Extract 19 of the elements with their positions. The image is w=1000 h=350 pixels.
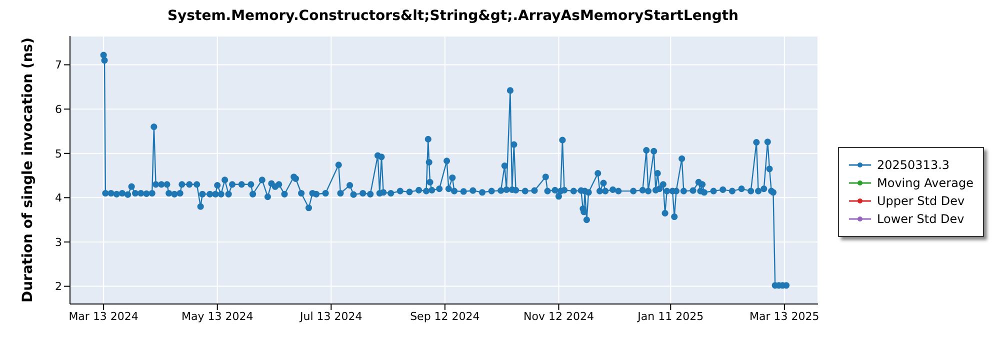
- chart-title: System.Memory.Constructors&lt;String&gt;.ArrayAsMemoryStartLength: [166, 8, 740, 26]
- legend-label: Moving Average: [877, 176, 974, 190]
- x-tick-label: Jan 11 2025: [636, 310, 704, 323]
- y-tick-label: 6: [55, 102, 62, 116]
- y-axis-title: Duration of single invocation (ns): [20, 37, 36, 303]
- legend-label: Lower Std Dev: [877, 212, 964, 226]
- x-tick-label: Sep 12 2024: [410, 310, 480, 323]
- y-tick-label: 7: [55, 58, 62, 72]
- x-tick-label: Mar 13 2024: [68, 310, 138, 323]
- x-tick-label: Nov 12 2024: [523, 310, 594, 323]
- y-tick-label: 2: [55, 280, 62, 294]
- x-tick-label: Mar 13 2025: [750, 310, 820, 323]
- x-tick-label: May 13 2024: [181, 310, 254, 323]
- legend-label: Upper Std Dev: [877, 194, 965, 208]
- y-tick-label: 5: [55, 147, 62, 160]
- y-tick-label: 3: [55, 236, 62, 249]
- y-tick-label: 4: [55, 192, 62, 205]
- x-tick-label: Jul 13 2024: [299, 310, 362, 323]
- legend-label: 20250313.3: [877, 158, 950, 172]
